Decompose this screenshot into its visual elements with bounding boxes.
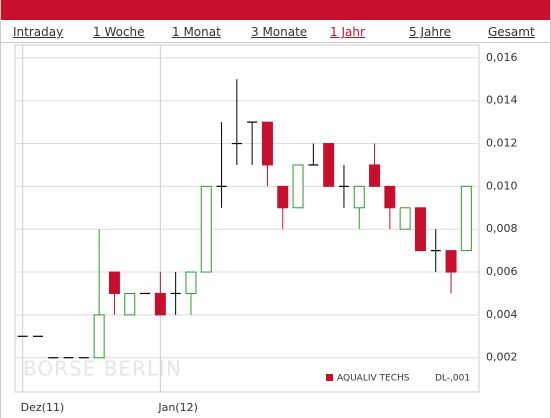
candle-body: [460, 185, 472, 252]
y-tick-label: 0,010: [486, 179, 518, 192]
candle-body: [414, 207, 426, 252]
candle-body: [384, 185, 396, 209]
y-tick-label: 0,002: [486, 351, 518, 364]
tab[interactable]: 5 Jahre: [409, 25, 451, 39]
legend-label: AQUALIV TECHS: [337, 374, 410, 384]
y-tick-label: 0,008: [486, 222, 518, 235]
y-tick-label: 0,004: [486, 308, 518, 321]
candle-body: [108, 271, 120, 294]
candle-body: [93, 314, 105, 359]
candle-body: [292, 164, 304, 209]
legend-note: DL-,001: [435, 374, 470, 384]
candle-body: [154, 292, 166, 316]
tab[interactable]: 3 Monate: [251, 25, 308, 39]
y-tick-label: 0,006: [486, 265, 518, 278]
tab[interactable]: 1 Woche: [93, 25, 145, 39]
candle-body: [369, 164, 381, 187]
chart: 0,002 0,004 0,006 0,008 0,010 0,012 0,014 0,016…: [14, 44, 518, 414]
candle-body: [261, 121, 273, 166]
tab[interactable]: 1 Monat: [172, 25, 221, 39]
x-tick-label: Jan(12): [157, 401, 198, 414]
header-bar: [1, 0, 550, 20]
tab[interactable]: 1 Jahr: [330, 25, 365, 39]
tab[interactable]: Gesamt: [488, 25, 535, 39]
candle-body: [277, 185, 289, 209]
y-tick-label: 0,014: [486, 94, 518, 107]
watermark: BÖRSE BERLIN: [23, 357, 182, 381]
candle-body: [323, 143, 335, 187]
tab-bar: Intraday 1 Woche 1 Monat 3 Monate 1 Jahr 5 Ja…: [1, 20, 550, 43]
candle-body: [185, 271, 197, 294]
y-tick-label: 0,016: [486, 51, 518, 64]
candle-body: [445, 250, 457, 273]
x-tick-label: Dez(11): [21, 401, 65, 414]
candle-body: [124, 292, 136, 316]
legend-swatch: [326, 374, 333, 381]
candle-body: [399, 207, 411, 230]
plot-area: [14, 44, 480, 393]
candle-body: [353, 185, 365, 209]
candle-body: [200, 185, 212, 273]
y-tick-label: 0,012: [486, 137, 518, 150]
tab[interactable]: Intraday: [13, 25, 64, 39]
